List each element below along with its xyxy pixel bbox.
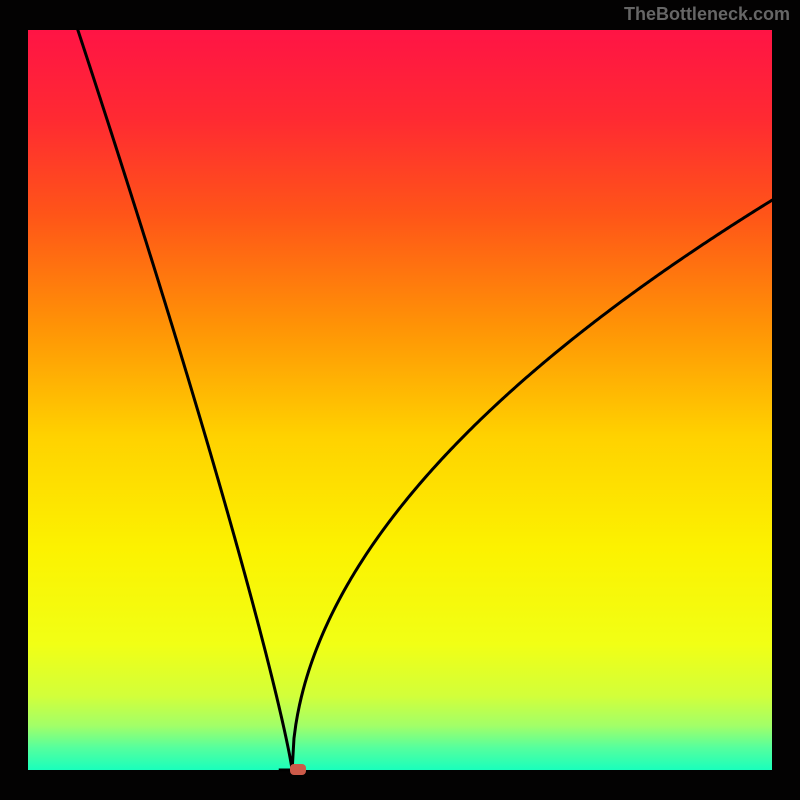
vertex-marker — [290, 764, 306, 775]
watermark-text: TheBottleneck.com — [624, 4, 790, 25]
gradient-background — [28, 30, 772, 770]
bottleneck-chart — [0, 0, 800, 800]
chart-container: TheBottleneck.com — [0, 0, 800, 800]
